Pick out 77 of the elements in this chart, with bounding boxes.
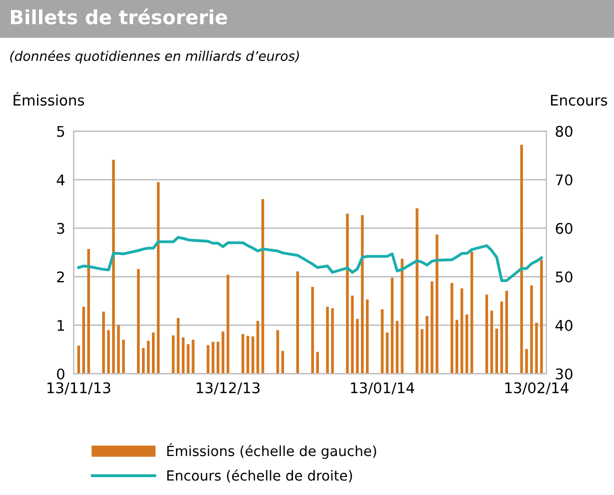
y2-tick-label: 30 (556, 368, 572, 380)
bar (436, 234, 438, 374)
bar (386, 332, 389, 374)
y2-tick-label: 60 (556, 222, 572, 234)
bar (137, 268, 140, 374)
bar (495, 328, 498, 374)
bar (396, 320, 399, 374)
x-tick-label: 13/01/14 (351, 382, 414, 394)
bar (107, 330, 110, 374)
bar (296, 271, 299, 374)
bar (346, 214, 349, 374)
y2-tick-label: 50 (556, 271, 572, 282)
bar (500, 301, 504, 374)
bar (366, 300, 369, 374)
y2-axis-title: Encours (551, 94, 608, 106)
bar (520, 144, 523, 374)
y-axis-title: Émissions (14, 92, 84, 106)
bar (456, 320, 458, 374)
bar (450, 283, 454, 374)
y-tick-label: 5 (57, 126, 64, 137)
bar (216, 342, 220, 374)
y-tick-label: 2 (57, 271, 64, 282)
y-tick-label: 3 (57, 222, 64, 234)
bar (102, 312, 105, 374)
chart-subtitle: (données quotidiennes en milliards d’euros) (10, 50, 299, 64)
y2-tick-label: 70 (556, 174, 572, 186)
bar (261, 199, 264, 374)
legend-label: Encours (échelle de droite) (167, 469, 352, 482)
bar (206, 345, 210, 374)
x-tick-label: 13/02/14 (505, 382, 568, 394)
bar (176, 318, 180, 374)
bar (356, 318, 359, 374)
bar (460, 288, 464, 374)
bar (311, 286, 314, 374)
bar (540, 260, 543, 374)
bar (485, 294, 488, 374)
bar (530, 285, 533, 374)
y-tick-label: 1 (58, 320, 64, 331)
line-series (77, 236, 543, 282)
bar (226, 274, 230, 374)
bar (390, 278, 394, 374)
bar (420, 329, 424, 374)
bar (256, 320, 260, 374)
x-tick-label: 13/12/13 (196, 382, 260, 394)
bar (426, 316, 428, 374)
bar (82, 306, 85, 374)
bar (525, 348, 528, 374)
bar (117, 325, 120, 374)
bar (351, 296, 354, 374)
bar (87, 249, 90, 374)
bar (146, 340, 150, 374)
bar (152, 332, 155, 374)
bar (465, 314, 468, 374)
bar (326, 306, 329, 374)
bar (212, 342, 214, 374)
x-tick-label: 13/11/13 (48, 382, 110, 394)
y-tick-label: 4 (56, 174, 65, 186)
bar (122, 340, 125, 374)
y2-tick-label: 80 (556, 126, 572, 137)
bar (242, 334, 244, 374)
bar (430, 282, 434, 374)
bar (276, 330, 280, 374)
bar (316, 352, 319, 374)
bar (222, 332, 224, 374)
bar (470, 251, 474, 374)
bar (380, 309, 384, 374)
bar (186, 344, 190, 374)
bar (112, 160, 115, 374)
bar (416, 208, 418, 374)
bar (331, 308, 334, 374)
bar (490, 310, 494, 374)
bar (535, 322, 538, 374)
chart-title: Billets de trésorerie (10, 8, 228, 24)
legend-label: Émissions (échelle de gauche) (167, 443, 376, 459)
bar (505, 290, 508, 374)
y-tick-label: 0 (57, 368, 64, 380)
y2-tick-label: 40 (556, 320, 572, 331)
